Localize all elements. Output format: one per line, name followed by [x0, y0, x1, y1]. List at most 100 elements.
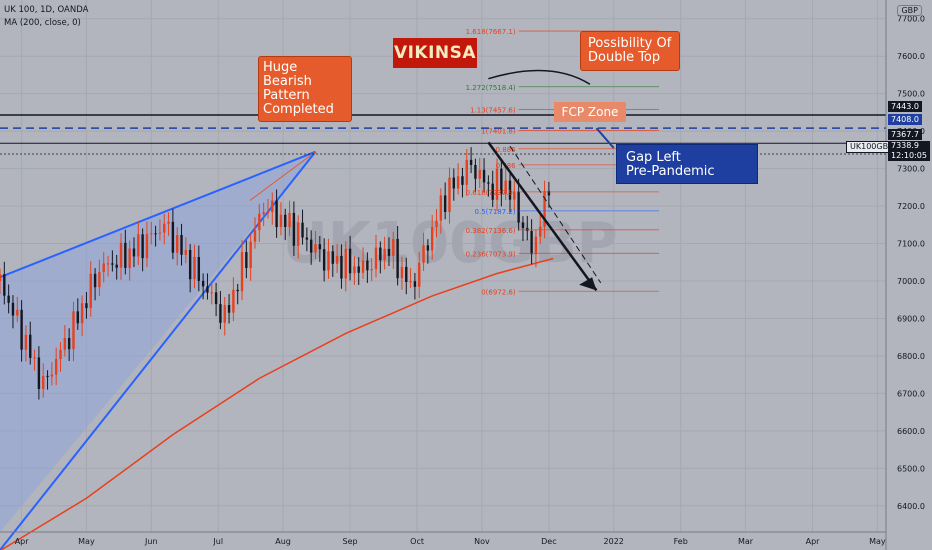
callout-line: Pre-Pandemic	[626, 164, 715, 179]
candle-body	[284, 214, 287, 228]
x-tick-label: Aug	[275, 537, 291, 546]
candle-body	[430, 227, 434, 251]
x-tick-label: Jul	[212, 537, 223, 546]
double-top-callout[interactable]: Possibility Of Double Top	[580, 31, 680, 71]
candle-body	[530, 230, 533, 255]
candle-body	[89, 273, 92, 309]
y-tick-label: 7000.0	[897, 277, 925, 286]
x-tick-label: Oct	[410, 537, 424, 546]
candle-body	[150, 233, 153, 235]
x-tick-label: 2022	[604, 537, 624, 546]
candle-body	[279, 214, 283, 228]
candle-body	[452, 177, 456, 189]
candle-body	[275, 200, 278, 228]
candle-body	[348, 248, 352, 274]
candle-body	[54, 359, 58, 375]
candle-body	[491, 183, 494, 200]
candle-body	[154, 233, 157, 235]
callout-line: Gap Left	[626, 150, 681, 165]
y-tick-label: 7500.0	[897, 90, 925, 99]
callout-line: Possibility Of	[588, 36, 672, 51]
candle-body	[67, 338, 71, 350]
candle-body	[33, 357, 36, 359]
candle-body	[223, 305, 226, 323]
candle-body	[76, 311, 79, 324]
fib-level-label: 1.272(7518.4)	[466, 84, 516, 92]
candle-body	[495, 168, 499, 200]
fib-level-label: 0.382(7136.6)	[466, 227, 516, 235]
brand-badge: VIKINSA	[393, 38, 477, 68]
candle-body	[413, 281, 417, 287]
candle-body	[193, 256, 196, 280]
trend-arrow-head	[579, 277, 597, 291]
callout-line: Double Top	[588, 50, 661, 65]
candle-body	[301, 222, 304, 238]
candle-body	[387, 248, 391, 256]
candle-body	[132, 248, 136, 257]
candle-body	[258, 213, 261, 231]
candle-body	[3, 274, 6, 296]
fib-level-label: 0(6972.6)	[481, 288, 516, 296]
candle-body	[37, 357, 41, 389]
candle-body	[176, 234, 179, 253]
candle-body	[59, 349, 62, 360]
bearish-pattern-callout[interactable]: Huge Bearish Pattern Completed	[258, 56, 352, 122]
candle-body	[487, 182, 490, 184]
candle-body	[448, 177, 451, 213]
symbol-legend[interactable]: UK 100, 1D, OANDA	[4, 5, 89, 15]
candle-body	[253, 230, 257, 242]
ma-legend[interactable]: MA (200, close, 0)	[4, 18, 81, 28]
y-tick-label: 6400.0	[897, 502, 925, 511]
candle-body	[106, 263, 110, 265]
candle-body	[145, 233, 149, 259]
x-tick-label: Nov	[474, 537, 490, 546]
candle-body	[119, 242, 123, 268]
fib-level-label: 0.618(7237.9)	[466, 189, 516, 197]
candle-body	[309, 239, 313, 253]
candle-body	[266, 212, 270, 214]
candle-body	[20, 309, 23, 350]
fib-level-label: 1.618(7667.1)	[466, 28, 516, 36]
candle-body	[439, 195, 443, 221]
candle-body	[167, 221, 170, 224]
candle-body	[366, 260, 369, 271]
candle-body	[508, 180, 512, 200]
candle-body	[7, 295, 10, 303]
candle-body	[236, 289, 239, 292]
candle-body	[361, 260, 365, 273]
candle-body	[249, 241, 252, 268]
candle-body	[370, 269, 373, 271]
trend-arrow	[487, 141, 598, 292]
x-tick-label: May	[869, 537, 886, 546]
candle-body	[72, 311, 75, 350]
candle-body	[188, 249, 192, 280]
candle-body	[63, 338, 67, 350]
candle-body	[327, 251, 330, 271]
last-price-tag: 7338.9 12:10:05	[888, 141, 930, 161]
price-axis: 6400.0 6500.0 6600.0 6700.0 6800.0 6900.0 7000…	[885, 0, 925, 550]
candle-body	[219, 304, 222, 323]
candle-body	[504, 180, 507, 195]
y-tick-label: 6500.0	[897, 464, 925, 473]
y-tick-label: 7700.0	[897, 15, 925, 24]
candle-body	[396, 238, 399, 279]
price-tag-dashed: 7408.0	[888, 114, 922, 125]
candle-body	[418, 262, 421, 287]
candle-body	[42, 375, 45, 389]
moving-average-layer	[0, 257, 554, 550]
candle-body	[16, 309, 19, 316]
candle-body	[98, 271, 101, 288]
fcp-zone-callout[interactable]: FCP Zone	[554, 102, 626, 122]
candle-body	[322, 249, 326, 271]
candle-body	[201, 280, 205, 287]
candle-body	[184, 249, 188, 255]
candle-body	[482, 169, 486, 183]
rising-wedge-pattern	[0, 150, 317, 550]
candle-body	[461, 176, 464, 185]
candle-body	[115, 264, 118, 268]
candle-body	[288, 212, 291, 228]
gap-callout[interactable]: Gap Left Pre-Pandemic	[616, 144, 758, 184]
countdown: 12:10:05	[891, 151, 927, 160]
callout-line: Pattern	[263, 88, 310, 103]
